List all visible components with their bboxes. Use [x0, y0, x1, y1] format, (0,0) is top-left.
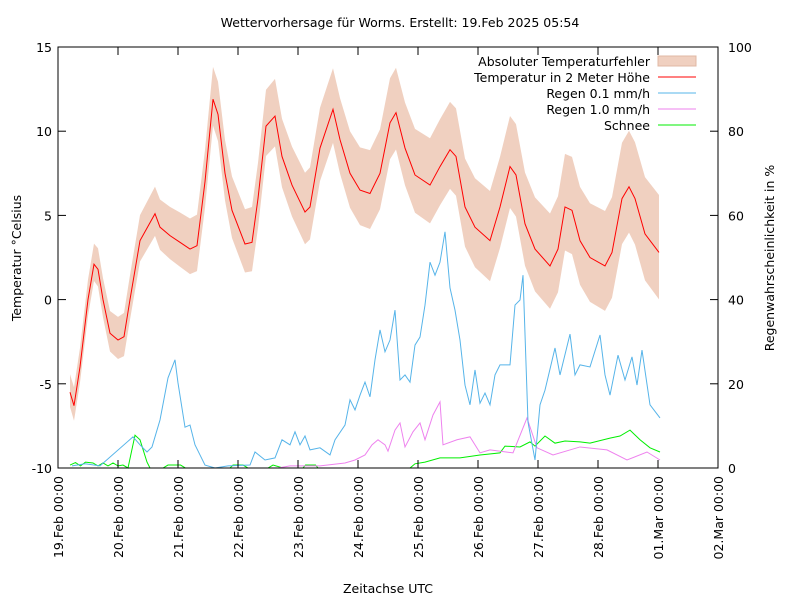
- y-axis-label: Temperatur °Celsius: [9, 195, 24, 322]
- legend-swatch: [657, 55, 697, 67]
- legend-label: Schnee: [604, 118, 650, 133]
- legend-label: Absoluter Temperaturfehler: [478, 54, 651, 69]
- x-tick-label: 22.Feb 00:00: [231, 476, 246, 558]
- y2-tick-label: 80: [728, 124, 744, 139]
- x-tick-label: 20.Feb 00:00: [111, 476, 126, 558]
- y-tick-label: 15: [36, 40, 52, 55]
- legend-label: Regen 1.0 mm/h: [546, 102, 650, 117]
- x-tick-label: 25.Feb 00:00: [411, 476, 426, 558]
- plot-area: [69, 66, 661, 469]
- y2-tick-label: 0: [728, 461, 736, 476]
- x-tick-label: 19.Feb 00:00: [51, 476, 66, 558]
- series-regen-1-0: [72, 400, 661, 469]
- x-tick-label: 21.Feb 00:00: [171, 476, 186, 558]
- y2-tick-label: 40: [728, 293, 744, 308]
- y2-tick-label: 20: [728, 377, 744, 392]
- x-tick-label: 24.Feb 00:00: [351, 476, 366, 558]
- y-tick-label: 5: [44, 208, 52, 223]
- chart-title: Wettervorhersage für Worms. Erstellt: 19…: [221, 15, 580, 30]
- y-tick-label: 0: [44, 293, 52, 308]
- x-tick-label: 02.Mar 00:00: [711, 476, 726, 560]
- x-tick-label: 28.Feb 00:00: [591, 476, 606, 558]
- x-tick-label: 26.Feb 00:00: [471, 476, 486, 558]
- legend-label: Temperatur in 2 Meter Höhe: [473, 70, 650, 85]
- x-tick-label: 01.Mar 00:00: [651, 476, 666, 560]
- y-tick-label: -5: [40, 377, 52, 392]
- x-tick-label: 23.Feb 00:00: [291, 476, 306, 558]
- series-regen-0-1: [71, 231, 661, 469]
- x-tick-label: 27.Feb 00:00: [531, 476, 546, 558]
- x-axis-label: Zeitachse UTC: [343, 581, 433, 596]
- axes: -10 -5 0 5 10 15 0 20 40 60 80 100 19.Feb 00:00 20.Fe…: [32, 40, 752, 559]
- legend-label: Regen 0.1 mm/h: [546, 86, 650, 101]
- plot-frame: [57, 46, 719, 469]
- series-temperatur: [69, 99, 660, 406]
- temperature-error-band: [70, 66, 659, 421]
- y2-tick-label: 60: [728, 208, 744, 223]
- y-tick-label: 10: [36, 124, 52, 139]
- y-tick-label: -10: [32, 461, 52, 476]
- y2-axis-label: Regenwahrscheinlichkeit in %: [762, 165, 777, 352]
- y2-tick-label: 100: [728, 40, 752, 55]
